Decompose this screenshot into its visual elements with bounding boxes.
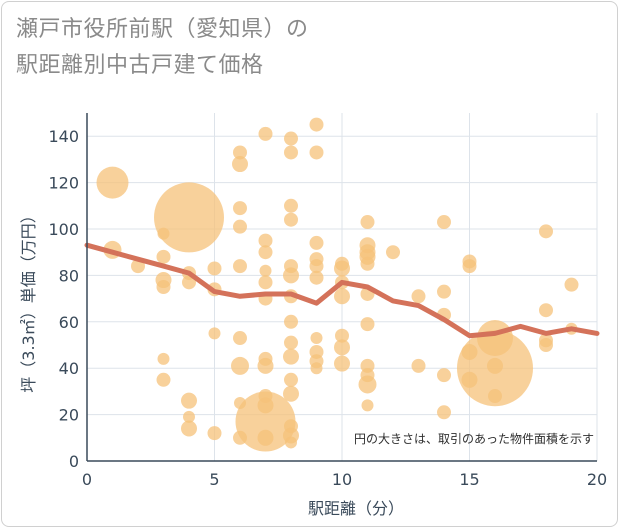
bubble-40: [284, 131, 298, 146]
bubble-48: [284, 335, 298, 350]
y-axis-title: 坪（3.3㎡）単価（万円）: [19, 207, 38, 392]
x-axis-title: 駅距離（分）: [308, 499, 404, 518]
bubble-7: [157, 352, 170, 365]
bubble-100: [539, 303, 553, 318]
bubble-25: [231, 356, 249, 375]
y-tick-label-1: 20: [59, 406, 79, 425]
bubble-14: [181, 420, 197, 437]
bubble-71: [334, 355, 350, 372]
bubble-97: [487, 357, 503, 374]
bubble-43: [284, 212, 298, 227]
bubble-89: [437, 368, 451, 383]
bubble-24: [233, 331, 247, 346]
x-tick-label-1: 5: [209, 470, 219, 489]
bubble-56: [309, 145, 324, 160]
bubble-49: [283, 348, 299, 365]
bubble-8: [156, 372, 171, 387]
bubble-6: [156, 280, 171, 294]
bubble-72: [360, 215, 375, 230]
bubble-84: [411, 289, 426, 304]
bubble-0: [96, 166, 129, 199]
bubble-57: [309, 235, 324, 250]
bubble-22: [233, 219, 247, 234]
bubble-70: [334, 339, 350, 356]
bubble-50: [284, 372, 298, 387]
size-legend-note: 円の大きさは、取引のあった物件面積を示す: [354, 431, 594, 446]
bubble-51: [283, 385, 299, 402]
bubble-54: [285, 436, 297, 449]
bubble-99: [539, 224, 553, 239]
bubble-41: [284, 145, 298, 160]
bubble-92: [462, 259, 477, 274]
trend-line: [84, 242, 600, 339]
bubble-82: [361, 399, 374, 412]
bubble-21: [233, 201, 247, 216]
title-line-1: 瀬戸市役所前駅（愛知県）の: [16, 17, 309, 42]
bubble-76: [360, 256, 375, 271]
y-tick-label-3: 60: [59, 313, 79, 332]
bubble-90: [437, 405, 451, 420]
bubble-9: [154, 182, 224, 253]
bubble-61: [310, 332, 323, 345]
y-tick-label-6: 120: [48, 174, 79, 193]
y-tick-label-7: 140: [48, 127, 79, 146]
bubble-19: [233, 145, 247, 160]
bubble-60: [309, 270, 324, 285]
bubble-55: [309, 117, 324, 132]
bubble-28: [258, 126, 273, 141]
x-tick-label-2: 10: [332, 470, 352, 489]
bubble-68: [334, 288, 350, 305]
bubble-17: [208, 327, 221, 340]
bubble-12: [181, 392, 197, 409]
bubble-78: [360, 317, 375, 332]
bubble-4: [156, 249, 171, 264]
axes: [86, 113, 597, 462]
y-tick-label-2: 40: [59, 359, 79, 378]
bubble-13: [183, 410, 195, 423]
bubble-18: [207, 426, 222, 441]
x-tick-label-3: 15: [459, 470, 479, 489]
x-tick-label-0: 0: [82, 470, 92, 489]
bubble-42: [284, 198, 298, 213]
bubble-29: [258, 233, 273, 248]
bubble-98: [488, 389, 502, 404]
bubble-66: [334, 260, 350, 277]
chart-title: 瀬戸市役所前駅（愛知県）の 駅距離別中古戸建て価格: [16, 12, 309, 84]
bubble-38: [235, 391, 296, 452]
bubble-11: [182, 275, 196, 290]
bubble-83: [386, 245, 400, 260]
x-tick-label-4: 20: [587, 470, 607, 489]
bubble-86: [437, 215, 451, 230]
bubble-15: [207, 261, 222, 276]
tick-labels: 0 5 10 15 20 0 20 40 60 80 100 120 140: [48, 127, 607, 489]
bubble-45: [283, 267, 299, 284]
bubble-20: [232, 156, 248, 173]
bubble-31: [259, 264, 272, 277]
bubble-23: [233, 259, 247, 274]
bubble-85: [411, 358, 426, 373]
bubble-81: [358, 375, 377, 394]
bubble-32: [258, 275, 273, 290]
bubble-47: [284, 314, 298, 329]
bubble-59: [309, 259, 324, 274]
bubble-30: [258, 245, 273, 260]
y-tick-label-0: 0: [69, 452, 79, 471]
title-line-2: 駅距離別中古戸建て価格: [16, 53, 264, 78]
bubble-87: [437, 284, 451, 299]
bubble-35: [257, 357, 274, 374]
bubble-103: [564, 277, 579, 292]
y-tick-label-4: 80: [59, 266, 79, 285]
bubble-69: [335, 328, 349, 343]
bubble-102: [539, 338, 553, 352]
y-tick-label-5: 100: [48, 220, 79, 239]
bubble-64: [310, 362, 323, 375]
bubbles-layer: [96, 117, 579, 452]
bubble-39: [257, 429, 274, 446]
